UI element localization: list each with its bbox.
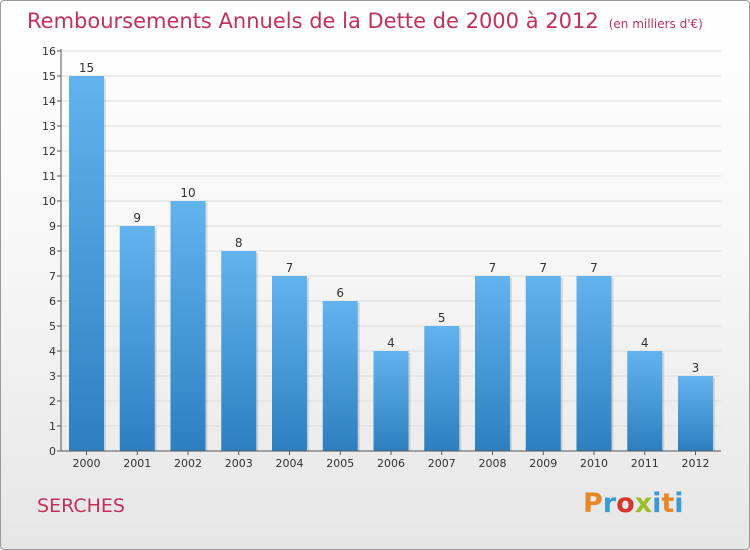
data-label-2009: 7 [539,261,547,275]
chart-unit: (en milliers d'€) [608,17,703,31]
x-tick-label-2012: 2012 [682,457,710,470]
x-tick-label-2002: 2002 [174,457,202,470]
y-tick-label: 11 [42,170,56,183]
data-label-2000: 15 [79,61,94,75]
bar-2010 [576,276,612,451]
bar-2009 [525,276,561,451]
proxiti-logo: Proxiti [583,488,684,519]
x-tick-label-2011: 2011 [631,457,659,470]
logo-letter: o [616,488,635,519]
y-tick-label: 0 [49,445,56,458]
x-tick-label-2003: 2003 [225,457,253,470]
logo-letter: r [602,488,617,519]
x-tick-label-2005: 2005 [326,457,354,470]
bar-2011 [627,351,663,451]
data-label-2006: 4 [387,336,395,350]
data-label-2001: 9 [133,211,141,225]
data-label-2011: 4 [641,336,649,350]
y-tick-label: 6 [49,295,56,308]
data-label-2012: 3 [692,361,700,375]
y-tick-label: 4 [49,345,56,358]
x-tick-label-2009: 2009 [529,457,557,470]
y-tick-label: 13 [42,120,56,133]
y-tick-label: 8 [49,245,56,258]
logo-letter: x [634,488,653,519]
bar-2000 [69,76,104,451]
x-tick-label-2006: 2006 [377,457,405,470]
x-tick-label-2004: 2004 [276,457,304,470]
labels: 15 2000 9 2001 10 2002 8 2003 7 2004 6 2005 4 2006 5 20… [73,61,710,470]
y-tick-label: 14 [42,95,56,108]
bar-2005 [322,301,358,451]
bar-2002 [170,201,206,451]
data-label-2007: 5 [438,311,446,325]
y-tick-label: 16 [42,45,56,58]
y-tick-label: 12 [42,145,56,158]
data-label-2002: 10 [180,186,195,200]
x-tick-label-2008: 2008 [479,457,507,470]
data-label-2010: 7 [590,261,598,275]
y-tick-label: 3 [49,370,56,383]
y-tick-label: 5 [49,320,56,333]
y-tick-label: 9 [49,220,56,233]
x-tick-label-2007: 2007 [428,457,456,470]
logo-letter: i [674,488,684,519]
bars [69,76,715,451]
place-name: SERCHES [37,495,125,517]
chart-title-text: Remboursements Annuels de la Dette de 20… [27,9,599,33]
bar-2006 [373,351,409,451]
data-label-2008: 7 [489,261,497,275]
data-label-2003: 8 [235,236,243,250]
x-tick-label-2010: 2010 [580,457,608,470]
data-label-2005: 6 [336,286,344,300]
y-tick-label: 7 [49,270,56,283]
data-label-2004: 7 [286,261,294,275]
logo-letter: i [652,488,662,519]
bar-2003 [221,251,257,451]
y-tick-label: 2 [49,395,56,408]
bar-2001 [119,226,155,451]
bar-2012 [678,376,713,451]
bar-2007 [424,326,460,451]
y-tick-label: 15 [42,70,56,83]
bar-2008 [475,276,510,451]
bar-2004 [272,276,307,451]
y-tick-label: 10 [42,195,56,208]
x-tick-label-2000: 2000 [73,457,101,470]
chart-title: Remboursements Annuels de la Dette de 20… [27,9,703,33]
y-tick-label: 1 [49,420,56,433]
logo-letter: P [583,488,603,519]
logo-letter: t [661,488,675,519]
x-tick-label-2001: 2001 [123,457,151,470]
